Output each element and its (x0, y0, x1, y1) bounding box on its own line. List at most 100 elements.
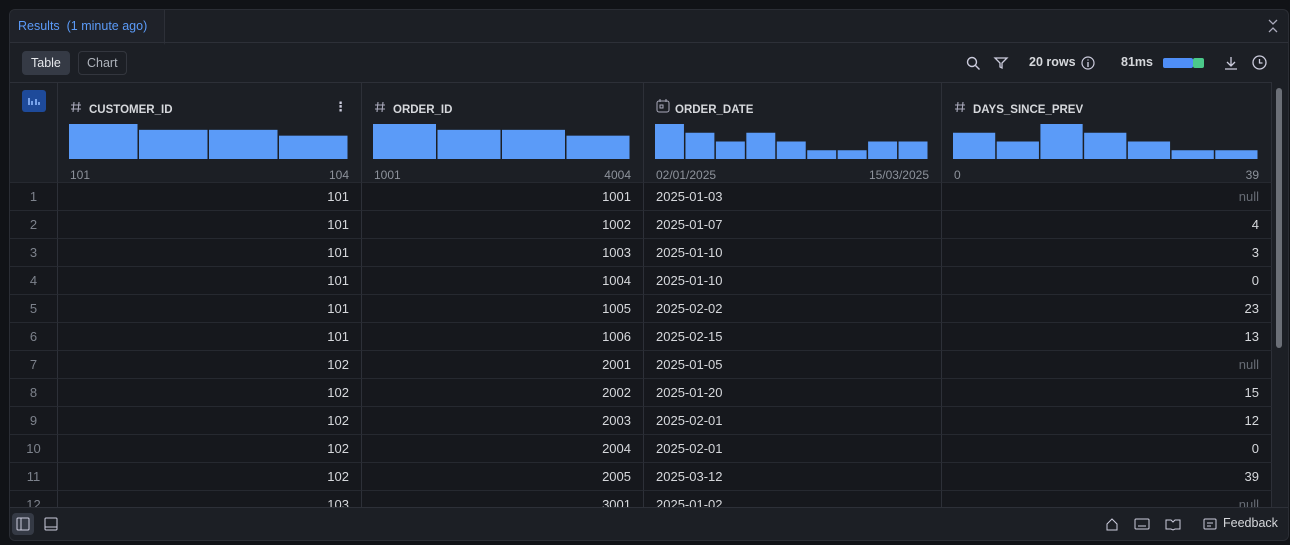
info-icon[interactable] (1080, 55, 1096, 71)
column-stats-icon (22, 90, 46, 112)
table-cell: 102 (58, 379, 362, 407)
row-index: 7 (10, 351, 58, 379)
tab-title: Results (18, 19, 60, 33)
table-cell: 1003 (362, 239, 644, 267)
histogram-bar (279, 135, 348, 159)
table-cell: null (942, 183, 1272, 211)
histogram-bar (868, 141, 898, 159)
table-cell: 2025-01-10 (644, 267, 942, 295)
table-cell: 0 (942, 267, 1272, 295)
histogram-bar (69, 124, 138, 159)
divider (10, 42, 1288, 43)
column-header: ORDER_DATE 02/01/2025 15/03/2025 (644, 83, 942, 183)
column-header: ORDER_ID 1001 4004 (362, 83, 644, 183)
table-cell: 39 (942, 463, 1272, 491)
table-cell: 101 (58, 239, 362, 267)
row-index: 6 (10, 323, 58, 351)
keyboard-icon[interactable] (1134, 517, 1150, 531)
column-name: CUSTOMER_ID (89, 104, 173, 116)
table-view-button[interactable]: Table (22, 51, 70, 75)
row-index: 5 (10, 295, 58, 323)
table-cell: 1004 (362, 267, 644, 295)
histogram-bar (1215, 150, 1258, 159)
collapse-icon[interactable] (1266, 18, 1280, 34)
histogram-bar (898, 141, 928, 159)
table-cell: 15 (942, 379, 1272, 407)
table-cell: 101 (58, 323, 362, 351)
table-cell: 2025-03-12 (644, 463, 942, 491)
table-cell: 2003 (362, 407, 644, 435)
row-index: 1 (10, 183, 58, 211)
table-cell: 2005 (362, 463, 644, 491)
histogram-bar (502, 129, 565, 159)
table-cell: 2025-02-02 (644, 295, 942, 323)
column-type-icon (70, 95, 82, 123)
sidebar-icon (16, 517, 30, 531)
row-index: 9 (10, 407, 58, 435)
table-cell: null (942, 491, 1272, 508)
histogram (655, 124, 928, 159)
panel-icon[interactable] (44, 517, 58, 531)
table-cell: 101 (58, 295, 362, 323)
histogram-bar (837, 150, 867, 159)
query-duration: 81ms (1121, 55, 1153, 69)
histogram-bar (715, 141, 745, 159)
histogram-min-label: 101 (70, 168, 91, 182)
histogram-max-label: 39 (1245, 168, 1259, 182)
table-cell: null (942, 351, 1272, 379)
histogram-min-label: 0 (954, 168, 961, 182)
histogram-bar (566, 135, 630, 159)
table-cell: 13 (942, 323, 1272, 351)
histogram-min-label: 1001 (374, 168, 401, 182)
tab-age: (1 minute ago) (66, 19, 148, 33)
row-index: 4 (10, 267, 58, 295)
histogram-bar (1084, 132, 1127, 159)
table-cell: 2025-02-15 (644, 323, 942, 351)
table-cell: 101 (58, 267, 362, 295)
histogram-bar (373, 124, 436, 159)
history-icon[interactable] (1251, 54, 1268, 71)
histogram-bar (1171, 150, 1214, 159)
column-menu: ⋮ (334, 99, 347, 114)
histogram-bar (1040, 124, 1083, 159)
search-icon[interactable] (965, 55, 981, 71)
feedback-button[interactable]: Feedback (1223, 516, 1278, 530)
chart-view-button[interactable]: Chart (78, 51, 127, 75)
row-index: 8 (10, 379, 58, 407)
column-name: ORDER_ID (393, 104, 453, 116)
table-cell: 2001 (362, 351, 644, 379)
docs-icon[interactable] (1165, 517, 1181, 531)
filter-icon[interactable] (993, 55, 1009, 71)
table-cell: 102 (58, 407, 362, 435)
histogram-max-label: 4004 (604, 168, 631, 182)
table-cell: 3001 (362, 491, 644, 508)
table-cell: 2025-01-03 (644, 183, 942, 211)
histogram-min-label: 02/01/2025 (656, 168, 717, 182)
scrollbar-thumb[interactable] (1276, 88, 1282, 348)
column-header: CUSTOMER_ID ⋮ 101 104 (58, 83, 362, 183)
feedback-icon[interactable] (1203, 518, 1217, 532)
histogram-bar (746, 132, 776, 159)
table-cell: 2002 (362, 379, 644, 407)
table-cell: 1001 (362, 183, 644, 211)
histogram-bar (1127, 141, 1171, 159)
row-count: 20 rows (1029, 55, 1076, 69)
home-icon[interactable] (1105, 517, 1119, 531)
download-icon[interactable] (1223, 55, 1239, 71)
table-cell: 102 (58, 351, 362, 379)
results-table: CUSTOMER_ID ⋮ 101 104 ORDER_ID 1001 4004 ORDER_… (10, 82, 1272, 508)
table-cell: 101 (58, 211, 362, 239)
histogram-max-label: 104 (328, 168, 349, 182)
table-cell: 103 (58, 491, 362, 508)
table-cell: 3 (942, 239, 1272, 267)
results-tab[interactable]: Results (1 minute ago) (10, 10, 165, 45)
column-header: DAYS_SINCE_PREV 0 39 (942, 83, 1272, 183)
table-cell: 1005 (362, 295, 644, 323)
column-type-icon (374, 95, 386, 123)
histogram-bar (996, 141, 1039, 159)
table-cell: 2025-01-05 (644, 351, 942, 379)
footer-bar: Feedback (10, 507, 1288, 540)
table-cell: 2004 (362, 435, 644, 463)
column-name: ORDER_DATE (675, 104, 754, 116)
